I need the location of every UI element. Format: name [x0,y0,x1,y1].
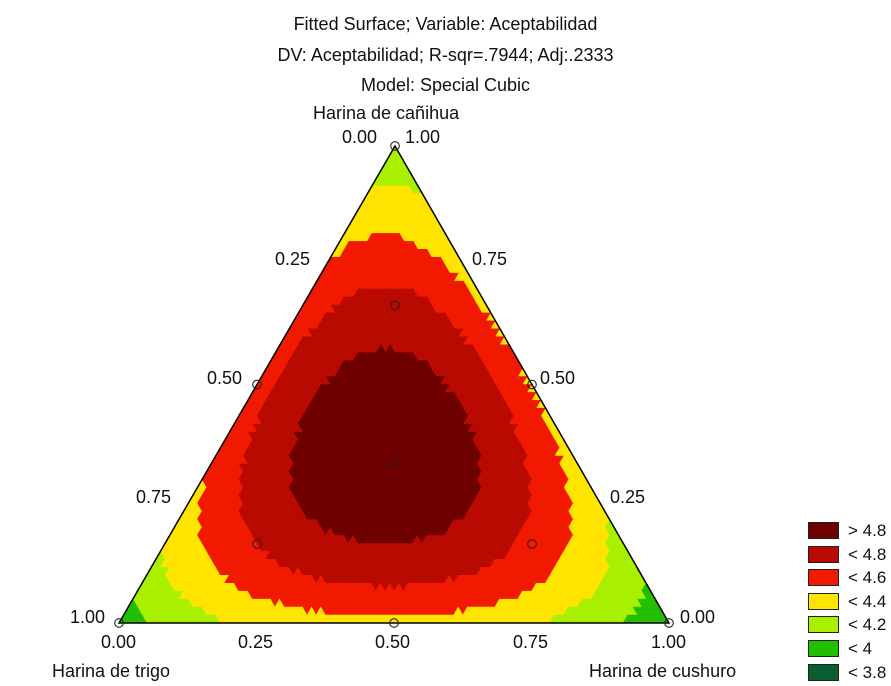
legend-label: > 4.8 [848,521,887,540]
legend-swatch [808,522,839,539]
design-point [252,379,262,390]
tick-right-2: 0.50 [540,368,576,388]
legend-swatch [808,639,839,657]
vertex-label-bottom-left: Harina de trigo [52,661,171,681]
design-points [114,141,674,628]
legend-swatch [808,616,839,634]
legend-label: < 4 [848,638,873,658]
design-point [389,458,399,469]
legend-label: < 4.6 [848,568,887,588]
chart-title-line-2: DV: Aceptabilidad; R-sqr=.7944; Adj:.233… [277,45,614,65]
design-point [114,618,124,628]
chart-title-line-3: Model: Special Cubic [360,75,531,95]
design-point [390,141,400,151]
legend-label: < 4.8 [848,544,887,564]
tick-bottom-3: 0.75 [513,632,549,652]
design-point [527,539,537,549]
triangle-outline [117,144,671,624]
legend-swatch [808,592,839,610]
legend-label: < 3.8 [848,662,887,682]
legend-swatch [808,569,839,587]
design-point [389,618,399,628]
tick-right-4: 0.00 [680,607,716,627]
vertex-label-top: Harina de cañihua [313,103,460,123]
legend-label: < 4.2 [848,615,887,635]
tick-left-1: 0.25 [275,249,311,269]
design-point [390,300,400,311]
legend-swatch [808,663,839,681]
design-point [664,618,674,628]
tick-right-1: 0.75 [472,249,508,269]
legend-label: < 4.4 [848,591,887,611]
tick-bottom-0: 0.00 [101,632,137,652]
vertex-label-bottom-right: Harina de cushuro [589,661,737,681]
tick-left-4: 1.00 [70,607,106,627]
tick-left-2: 0.50 [207,368,243,388]
legend-swatch [808,545,839,563]
design-point [527,379,537,390]
tick-bottom-2: 0.50 [375,632,411,652]
tick-right-0: 1.00 [405,127,441,147]
tick-left-0: 0.00 [342,127,378,147]
tick-right-3: 0.25 [610,487,646,507]
tick-bottom-1: 0.25 [238,632,274,652]
chart-title-line-1: Fitted Surface; Variable: Aceptabilidad [293,14,598,34]
tick-bottom-4: 1.00 [651,632,687,652]
contour-surface [118,145,670,624]
tick-left-3: 0.75 [136,487,172,507]
design-point [252,539,262,549]
